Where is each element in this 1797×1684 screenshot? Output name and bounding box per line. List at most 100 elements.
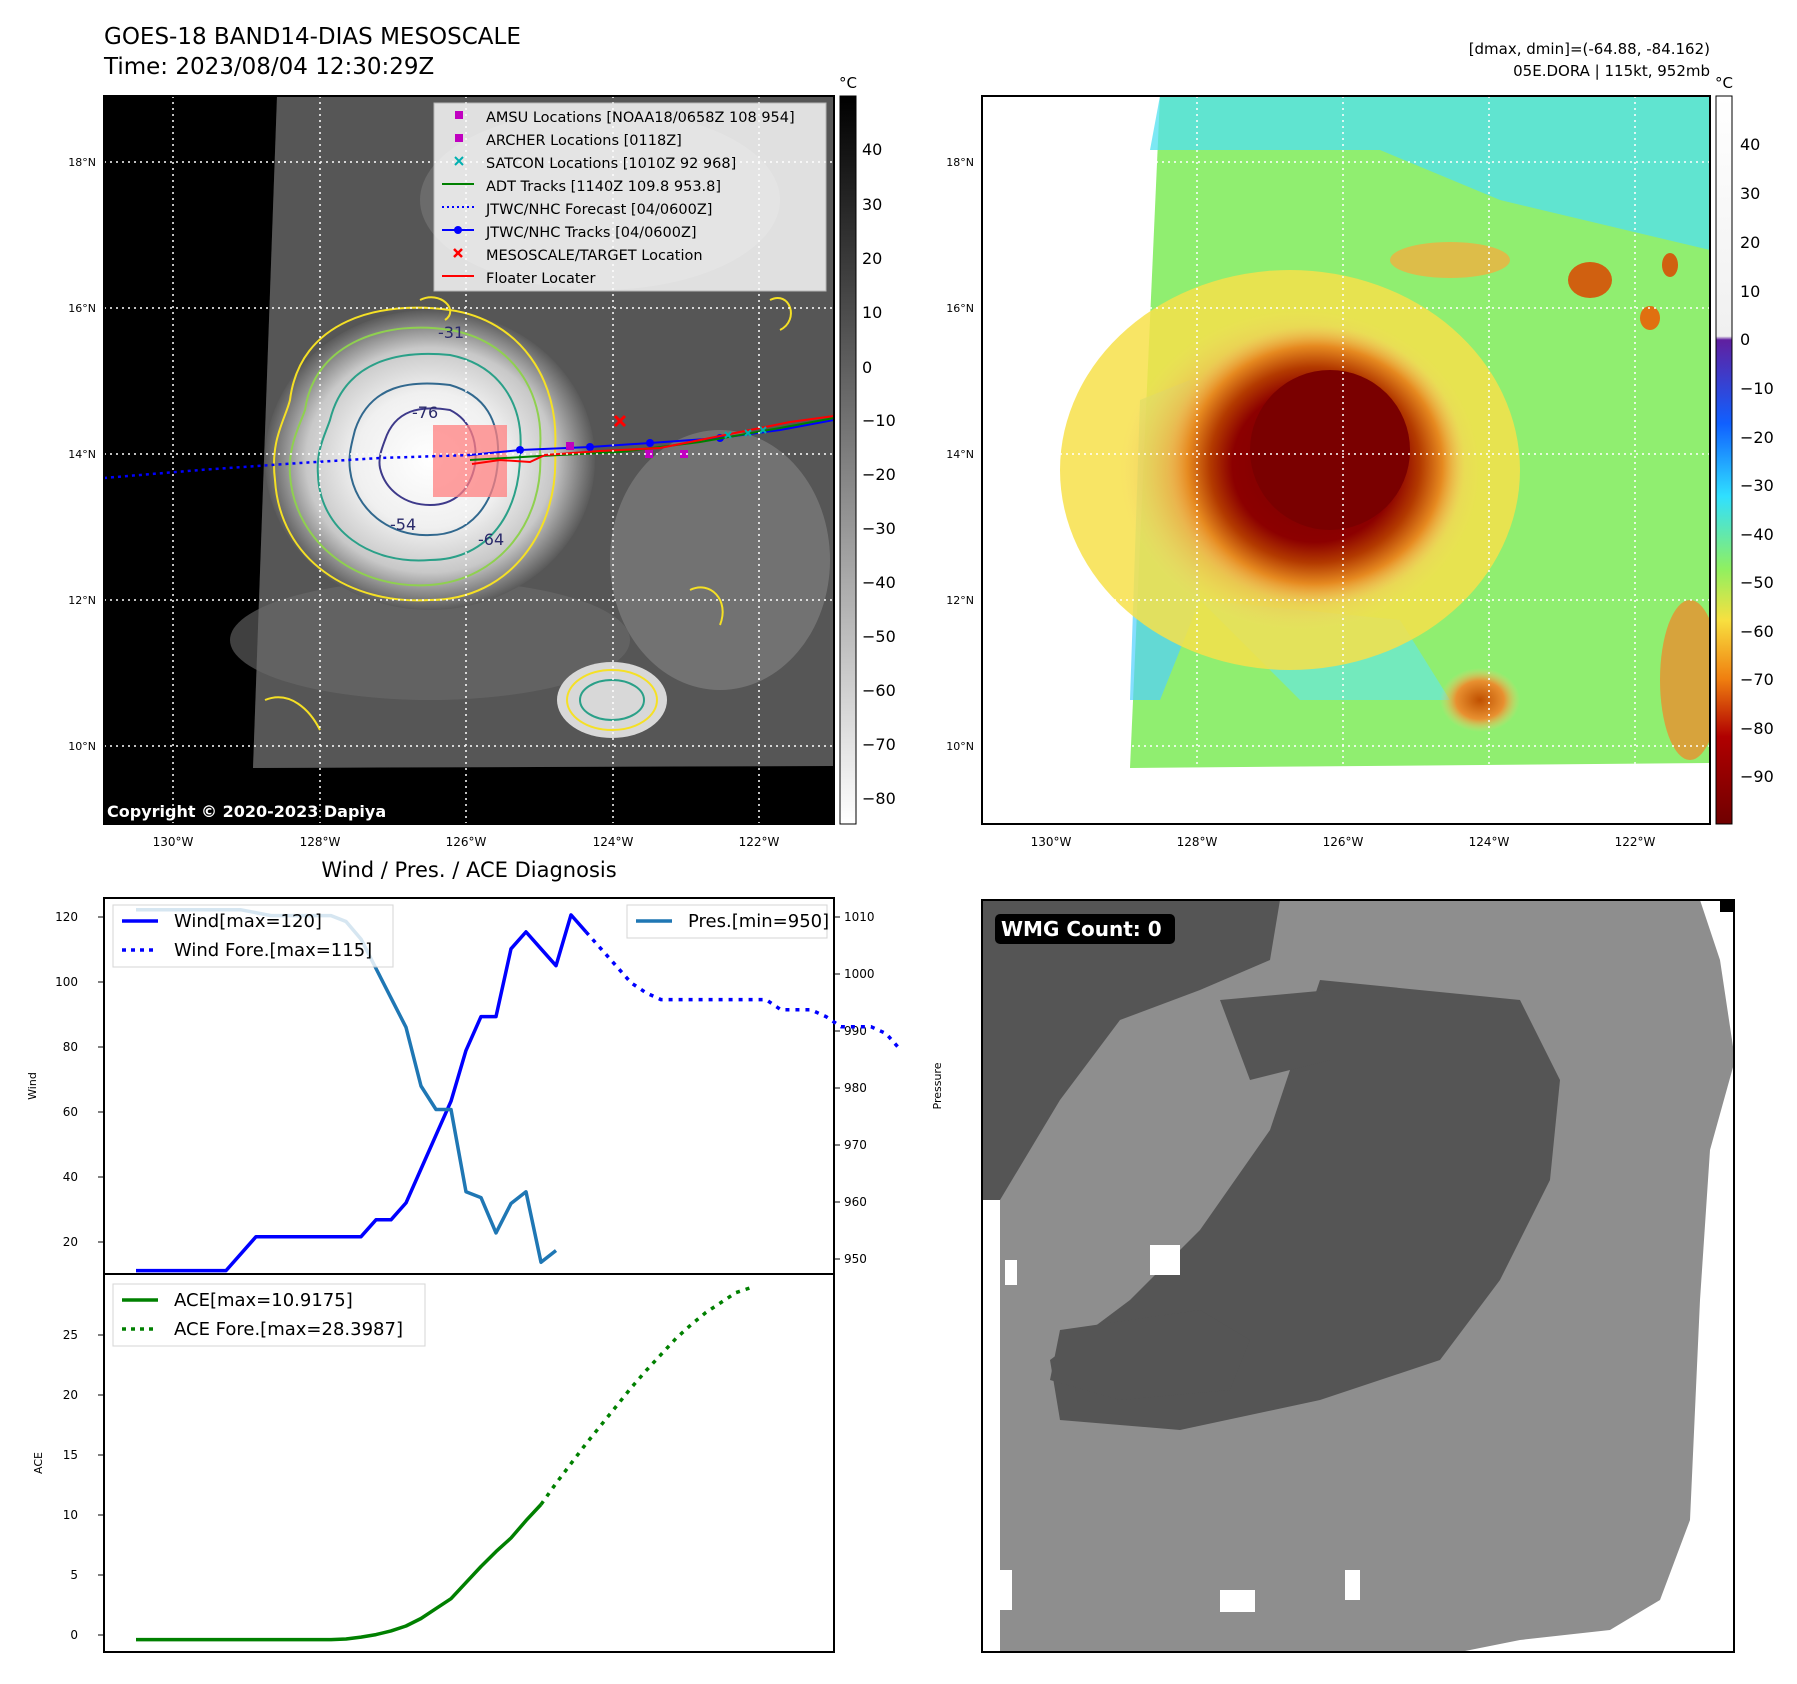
ace-tick: 15 xyxy=(63,1448,78,1462)
legend-label: ARCHER Locations [0118Z] xyxy=(486,133,682,149)
wind-fore-legend-label: Wind Fore.[max=115] xyxy=(174,940,372,961)
jtwc-track-point xyxy=(646,439,654,447)
wind-tick: 40 xyxy=(63,1170,78,1184)
colorbar-unit: °C xyxy=(839,74,857,92)
ir-color-map-lon-labels: 130°W 128°W 126°W 124°W 122°W xyxy=(1031,835,1656,849)
ace-line xyxy=(136,1503,543,1642)
ace-tick: 25 xyxy=(63,1328,78,1342)
pressure-legend-label: Pres.[min=950] xyxy=(688,911,829,932)
colorbar-tick: −30 xyxy=(862,519,896,538)
copyright-label: Copyright © 2020-2023 Dapiya xyxy=(107,802,386,821)
wind-tick: 100 xyxy=(55,975,78,989)
ir-map-lat-labels: 18°N 16°N 14°N 12°N 10°N xyxy=(68,156,96,753)
legend-entry: JTWC/NHC Forecast [04/0600Z] xyxy=(442,202,712,218)
colorbar-tick: −50 xyxy=(1740,573,1774,592)
lat-label: 16°N xyxy=(68,302,96,315)
colorbar-tick: 20 xyxy=(862,249,882,268)
lat-label: 10°N xyxy=(946,740,974,753)
legend-entry: ADT Tracks [1140Z 109.8 953.8] xyxy=(442,179,721,195)
lat-label: 18°N xyxy=(68,156,96,169)
lat-label: 12°N xyxy=(946,594,974,607)
ir-map-lon-labels: 130°W 128°W 126°W 124°W 122°W xyxy=(153,835,780,849)
ace-chart: ACE 25 20 15 10 5 0 ACE[max=10.9175] ACE… xyxy=(32,1273,835,1653)
archer-location-marker xyxy=(680,450,688,458)
ir-map-frame xyxy=(103,95,835,825)
mesoscale-target-marker xyxy=(613,414,627,428)
colorbar-tick: −90 xyxy=(1740,767,1774,786)
colorbar-tick: 10 xyxy=(1740,282,1760,301)
pressure-tick: 1000 xyxy=(844,967,875,981)
lon-label: 128°W xyxy=(1177,835,1218,849)
ace-forecast-line xyxy=(539,1285,752,1506)
figure-time: Time: 2023/08/04 12:30:29Z xyxy=(103,54,434,80)
lon-label: 124°W xyxy=(593,835,634,849)
wind-tick: 20 xyxy=(63,1235,78,1249)
legend-entry: MESOSCALE/TARGET Location xyxy=(453,248,703,264)
figure-title: GOES-18 BAND14-DIAS MESOSCALE xyxy=(104,24,521,50)
pressure-axis-label: Pressure xyxy=(931,1062,944,1109)
pressure-tick: 950 xyxy=(844,1252,867,1266)
wind-tick-group: 120 100 80 60 40 20 xyxy=(55,910,104,1249)
colorbar-tick: 40 xyxy=(1740,135,1760,154)
colorbar-tick: −40 xyxy=(862,573,896,592)
pressure-tick: 1010 xyxy=(844,910,875,924)
colorbar-tick: −10 xyxy=(1740,379,1774,398)
wmg-frame xyxy=(981,899,1735,1653)
legend-label: JTWC/NHC Forecast [04/0600Z] xyxy=(485,202,712,218)
legend-label: Floater Locater xyxy=(486,271,595,287)
colorbar-tick: 40 xyxy=(862,140,882,159)
colorbar-tick: −70 xyxy=(1740,670,1774,689)
lon-label: 130°W xyxy=(1031,835,1072,849)
colorbar-tick: −60 xyxy=(1740,622,1774,641)
ir-color-map-lat-labels: 18°N 16°N 14°N 12°N 10°N xyxy=(946,156,974,753)
ace-plot-area xyxy=(136,1285,752,1642)
colorbar-tick: 30 xyxy=(862,195,882,214)
ir-color-map-frame xyxy=(981,95,1711,825)
colorbar-tick: −10 xyxy=(862,411,896,430)
jtwc-track-point xyxy=(586,443,594,451)
ace-tick: 0 xyxy=(70,1628,78,1642)
lon-label: 124°W xyxy=(1469,835,1510,849)
jtwc-track-point xyxy=(516,446,524,454)
legend-label: JTWC/NHC Tracks [04/0600Z] xyxy=(485,225,697,241)
gray-colorbar: °C 40 30 20 10 0 −10 −20 −30 −40 −50 −60… xyxy=(839,74,896,825)
lon-label: 126°W xyxy=(1323,835,1364,849)
legend-label: MESOSCALE/TARGET Location xyxy=(486,248,703,264)
ace-axis-label: ACE xyxy=(32,1452,45,1474)
ir-color-map-panel xyxy=(982,96,1710,824)
wind-tick: 80 xyxy=(63,1040,78,1054)
lat-label: 18°N xyxy=(946,156,974,169)
wind-legend: Wind[max=120] Wind Fore.[max=115] xyxy=(112,904,394,968)
pressure-tick: 970 xyxy=(844,1138,867,1152)
pressure-tick: 980 xyxy=(844,1081,867,1095)
lon-label: 122°W xyxy=(739,835,780,849)
legend-entry: ARCHER Locations [0118Z] xyxy=(455,133,682,149)
pressure-tick-group: 1010 1000 990 980 970 960 950 xyxy=(834,910,875,1266)
colorbar-tick: −50 xyxy=(862,627,896,646)
wmg-count-label: WMG Count: 0 xyxy=(1001,917,1162,941)
colorbar-tick: −20 xyxy=(1740,428,1774,447)
diagnosis-title: Wind / Pres. / ACE Diagnosis xyxy=(321,858,616,882)
contour-label: -64 xyxy=(478,530,504,549)
colorbar-tick: 0 xyxy=(862,358,872,377)
lat-label: 14°N xyxy=(68,448,96,461)
colorbar-tick: −80 xyxy=(1740,719,1774,738)
ace-legend: ACE[max=10.9175] ACE Fore.[max=28.3987] xyxy=(112,1283,426,1347)
ace-legend-label: ACE[max=10.9175] xyxy=(174,1290,353,1311)
ace-tick: 10 xyxy=(63,1508,78,1522)
wind-axis-label: Wind xyxy=(26,1072,39,1100)
lon-label: 130°W xyxy=(153,835,194,849)
colorbar-tick: 20 xyxy=(1740,233,1760,252)
ace-tick: 20 xyxy=(63,1388,78,1402)
legend-label: SATCON Locations [1010Z 92 968] xyxy=(486,156,736,172)
dmax-dmin-label: [dmax, dmin]=(-64.88, -84.162) xyxy=(1469,40,1710,58)
legend-entry: Floater Locater xyxy=(442,271,595,287)
contour-label: -54 xyxy=(390,515,416,534)
wind-pressure-chart: Wind Pressure 120 100 80 60 40 20 1010 1… xyxy=(26,897,944,1275)
lon-label: 122°W xyxy=(1615,835,1656,849)
contour-label: -31 xyxy=(438,323,464,342)
colorbar-tick: −30 xyxy=(1740,476,1774,495)
amsu-location-marker xyxy=(566,442,574,450)
map-legend: AMSU Locations [NOAA18/0658Z 108 954] AR… xyxy=(433,102,827,292)
